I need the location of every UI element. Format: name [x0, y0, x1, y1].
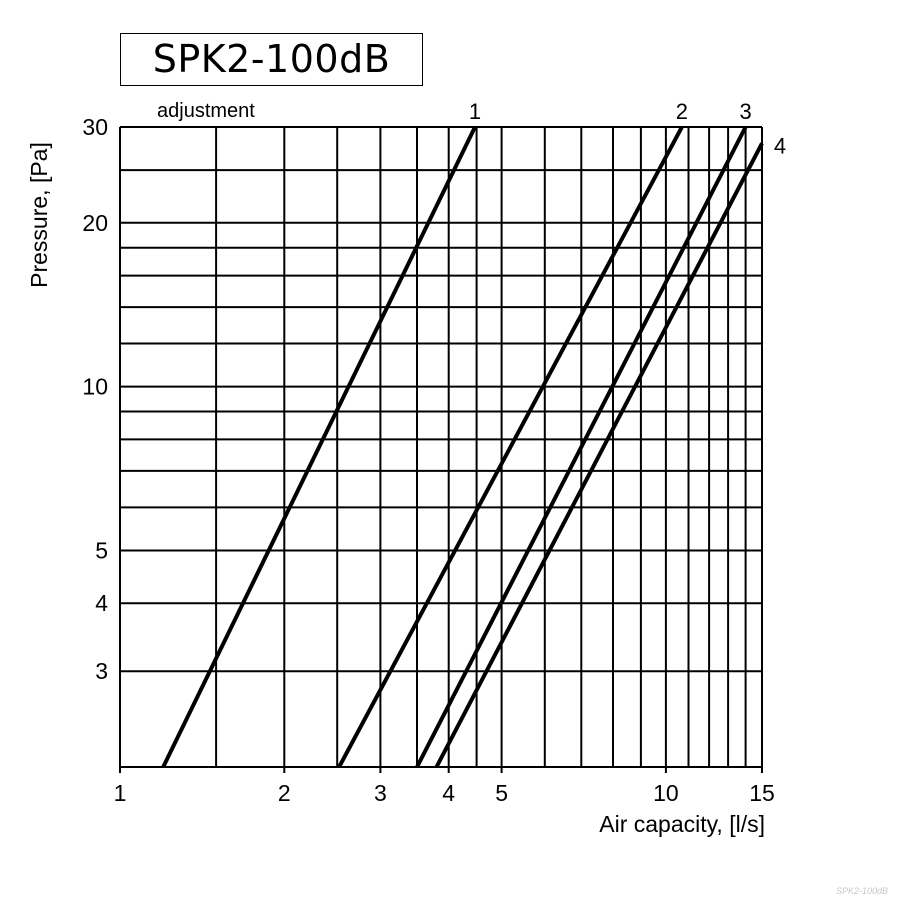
- series-line-3: [415, 126, 748, 768]
- series-layer: 1 2 34: [161, 99, 786, 768]
- x-tick-label: 4: [442, 780, 455, 806]
- series-label-1: 1: [469, 99, 481, 124]
- series-line-1: [161, 126, 477, 768]
- x-axis-label: Air capacity, [l/s]: [599, 811, 765, 837]
- x-tick-label: 2: [278, 780, 291, 806]
- x-tick-label: 1: [114, 780, 127, 806]
- series-label-4: 4: [774, 133, 786, 158]
- tick-layer: 1 2 3 4 5 10 15 3 4 5 10 20 30: [82, 114, 774, 806]
- y-axis-label: Pressure, [Pa]: [26, 142, 52, 288]
- watermark: SPK2-100dB: [835, 886, 888, 896]
- y-tick-label: 10: [82, 374, 108, 400]
- y-tick-label: 3: [95, 658, 108, 684]
- x-tick-label: 10: [653, 780, 679, 806]
- y-tick-label: 5: [95, 538, 108, 564]
- grid-layer: [119, 126, 763, 768]
- y-tick-label: 20: [82, 210, 108, 236]
- x-tick-label: 5: [495, 780, 508, 806]
- series-label-3: 3: [739, 99, 751, 124]
- series-label-2: 2: [676, 99, 688, 124]
- chart-title: SPK2-100dB: [120, 33, 423, 86]
- x-tick-label: 3: [374, 780, 387, 806]
- series-line-2: [337, 126, 684, 768]
- adjustment-label: adjustment: [157, 100, 255, 122]
- y-tick-label: 30: [82, 114, 108, 140]
- y-tick-label: 4: [95, 590, 108, 616]
- series-line-4: [434, 142, 764, 768]
- x-tick-label: 15: [749, 780, 775, 806]
